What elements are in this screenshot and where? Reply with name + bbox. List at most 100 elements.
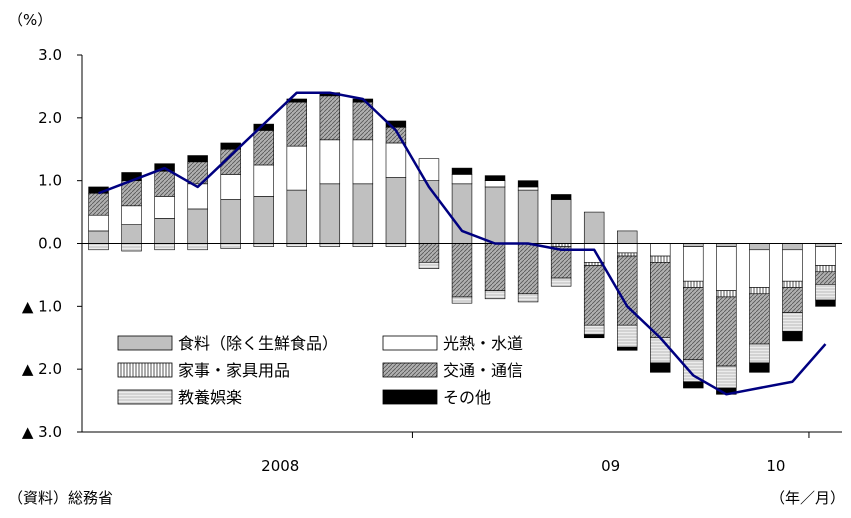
y-tick-label: 0.0	[38, 235, 62, 253]
bar-segment-household	[617, 252, 638, 257]
bar-segment-food	[187, 208, 208, 244]
bar-segment-education	[517, 293, 539, 303]
legend-item: 家事・家具用品	[117, 361, 290, 380]
bar-segment-transport	[583, 265, 605, 326]
y-tick-label: ▲ 3.0	[22, 423, 62, 441]
bar-segment-other	[517, 180, 539, 188]
bar-segment-food	[154, 218, 175, 244]
bar-segment-utilities	[650, 243, 671, 257]
bar-segment-food	[617, 230, 638, 244]
bar-segment-utilities	[253, 164, 274, 197]
bar-segment-education	[650, 337, 671, 364]
x-axis: 2008 09 10	[82, 243, 842, 475]
bar-segment-education	[187, 243, 208, 251]
y-tick-label: 3.0	[38, 46, 62, 64]
bar-segment-transport	[286, 101, 307, 147]
bar-segment-utilities	[319, 139, 341, 185]
bar-segment-household	[815, 265, 836, 273]
bar-segment-other	[650, 362, 671, 373]
bar-segment-utilities	[286, 145, 307, 191]
bar-segment-household	[749, 287, 770, 295]
bar-segment-household	[683, 280, 704, 288]
legend-item: その他	[382, 388, 491, 407]
bar-segment-utilities	[484, 180, 506, 188]
bar-segment-transport	[650, 262, 671, 339]
bar-segment-education	[154, 243, 175, 251]
bar-segment-food	[385, 177, 407, 244]
bar-segment-utilities	[451, 174, 473, 185]
bar-segment-education	[716, 365, 737, 389]
x-year-label: 10	[766, 457, 785, 475]
bar-segment-transport	[716, 296, 737, 367]
bar-segment-utilities	[154, 196, 175, 219]
bar-segment-transport	[517, 243, 539, 295]
bar-segment-education	[550, 277, 572, 287]
legend-swatch-education	[117, 389, 173, 405]
y-tick-label: 2.0	[38, 109, 62, 127]
bar-segment-food	[121, 224, 142, 244]
bar-segment-food	[88, 230, 109, 244]
bar-segment-transport	[88, 192, 109, 216]
bar-segment-other	[385, 120, 407, 128]
bar-segment-other	[749, 362, 770, 373]
bar-segment-transport	[451, 243, 473, 298]
legend-label: 教養娯楽	[178, 388, 242, 407]
legend-label: 家事・家具用品	[178, 361, 290, 380]
total-line-path	[98, 91, 827, 396]
bar-segment-transport	[253, 130, 274, 166]
bar-segment-transport	[749, 293, 770, 345]
legend-swatch-utilities	[382, 335, 438, 351]
bar-segment-utilities	[88, 214, 109, 232]
legend-item: 食料（除く生鮮食品）	[117, 334, 338, 353]
x-year-label: 09	[601, 457, 620, 475]
bar-segment-transport	[683, 287, 704, 361]
legend-item: 交通・通信	[382, 361, 523, 380]
bar-segment-transport	[484, 243, 506, 291]
bar-segment-utilities	[617, 243, 638, 254]
bar-segment-transport	[319, 95, 341, 141]
bar-segment-other	[550, 194, 572, 200]
bar-segment-transport	[782, 287, 803, 313]
bar-segment-transport	[617, 255, 638, 326]
bar-segment-transport	[550, 246, 572, 279]
bar-segment-education	[749, 343, 770, 364]
bar-segment-utilities	[385, 142, 407, 178]
bar-segment-other	[187, 155, 208, 163]
bar-segment-education	[121, 243, 142, 252]
legend-swatch-food	[117, 335, 173, 351]
bar-segment-food	[220, 199, 241, 244]
bar-segment-utilities	[716, 246, 737, 291]
bar-segment-utilities	[815, 246, 836, 266]
bar-segment-utilities	[352, 139, 374, 185]
bar-segment-food	[319, 183, 341, 244]
source-label: （資料）総務省	[8, 489, 113, 507]
legend-label: その他	[443, 388, 491, 407]
legend-label: 光熱・水道	[443, 334, 523, 353]
y-tick-label: ▲ 1.0	[22, 297, 62, 315]
bar-segment-transport	[352, 101, 374, 141]
total-line	[98, 91, 827, 396]
bar-segment-food	[517, 189, 539, 244]
legend-swatch-other	[382, 389, 438, 405]
bar-segment-food	[286, 189, 307, 244]
bar-segment-other	[617, 346, 638, 351]
bar-segment-other	[583, 334, 605, 339]
bar-segment-education	[782, 312, 803, 332]
bar-segment-food	[352, 183, 374, 244]
bar-segment-other	[451, 167, 473, 175]
bar-segment-education	[88, 243, 109, 251]
bar-segment-education	[617, 324, 638, 348]
bar-segment-utilities	[121, 205, 142, 225]
bar-segment-food	[782, 243, 803, 251]
bar-segment-utilities	[683, 246, 704, 282]
bar-segment-food	[749, 243, 770, 251]
bar-segment-household	[716, 290, 737, 298]
bar-segment-education	[451, 296, 473, 304]
legend-item: 教養娯楽	[117, 388, 242, 407]
bar-segment-utilities	[220, 174, 241, 200]
bar-segment-other	[683, 381, 704, 389]
legend-item: 光熱・水道	[382, 334, 523, 353]
y-axis: 3.0 2.0 1.0 0.0 ▲ 1.0 ▲ 2.0 ▲ 3.0	[22, 46, 83, 441]
